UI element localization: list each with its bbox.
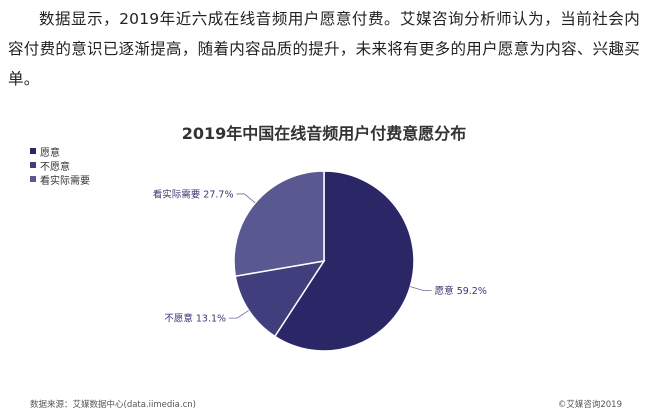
chart-card: 2019年中国在线音频用户付费意愿分布 愿意 不愿意 看实际需要 愿意 59.2… <box>0 110 648 418</box>
data-label-unwilling: 不愿意 13.1% <box>164 313 226 325</box>
legend-swatch-willing <box>30 148 36 154</box>
leader-line-willing <box>410 286 432 292</box>
leader-line-depends <box>236 193 256 204</box>
pie-slice-willing[interactable] <box>273 170 415 352</box>
legend-item-depends[interactable]: 看实际需要 <box>30 172 90 187</box>
pie-chart: 愿意 59.2% 不愿意 13.1% 看实际需要 27.7% <box>153 170 487 352</box>
legend-item-unwilling[interactable]: 不愿意 <box>30 158 90 173</box>
leader-line-unwilling <box>229 310 249 319</box>
article-paragraph: 数据显示，2019年近六成在线音频用户愿意付费。艾媒咨询分析师认为，当前社会内容… <box>8 10 640 88</box>
pie-slice-depends[interactable] <box>233 170 325 278</box>
legend-label-willing: 愿意 <box>40 147 60 159</box>
legend-label-unwilling: 不愿意 <box>40 161 70 173</box>
data-label-willing: 愿意 59.2% <box>435 285 487 297</box>
footer-source: 数据来源：艾媒数据中心(data.iimedia.cn) <box>30 400 196 410</box>
legend-label-depends: 看实际需要 <box>40 175 90 187</box>
chart-title: 2019年中国在线音频用户付费意愿分布 <box>181 124 467 143</box>
footer-copyright: ©艾媒咨询2019 <box>557 400 622 410</box>
legend-swatch-unwilling <box>30 162 36 168</box>
legend-item-willing[interactable]: 愿意 <box>30 144 90 159</box>
data-label-depends: 看实际需要 27.7% <box>153 188 234 200</box>
chart-legend: 愿意 不愿意 看实际需要 <box>30 144 90 187</box>
legend-swatch-depends <box>30 176 36 182</box>
